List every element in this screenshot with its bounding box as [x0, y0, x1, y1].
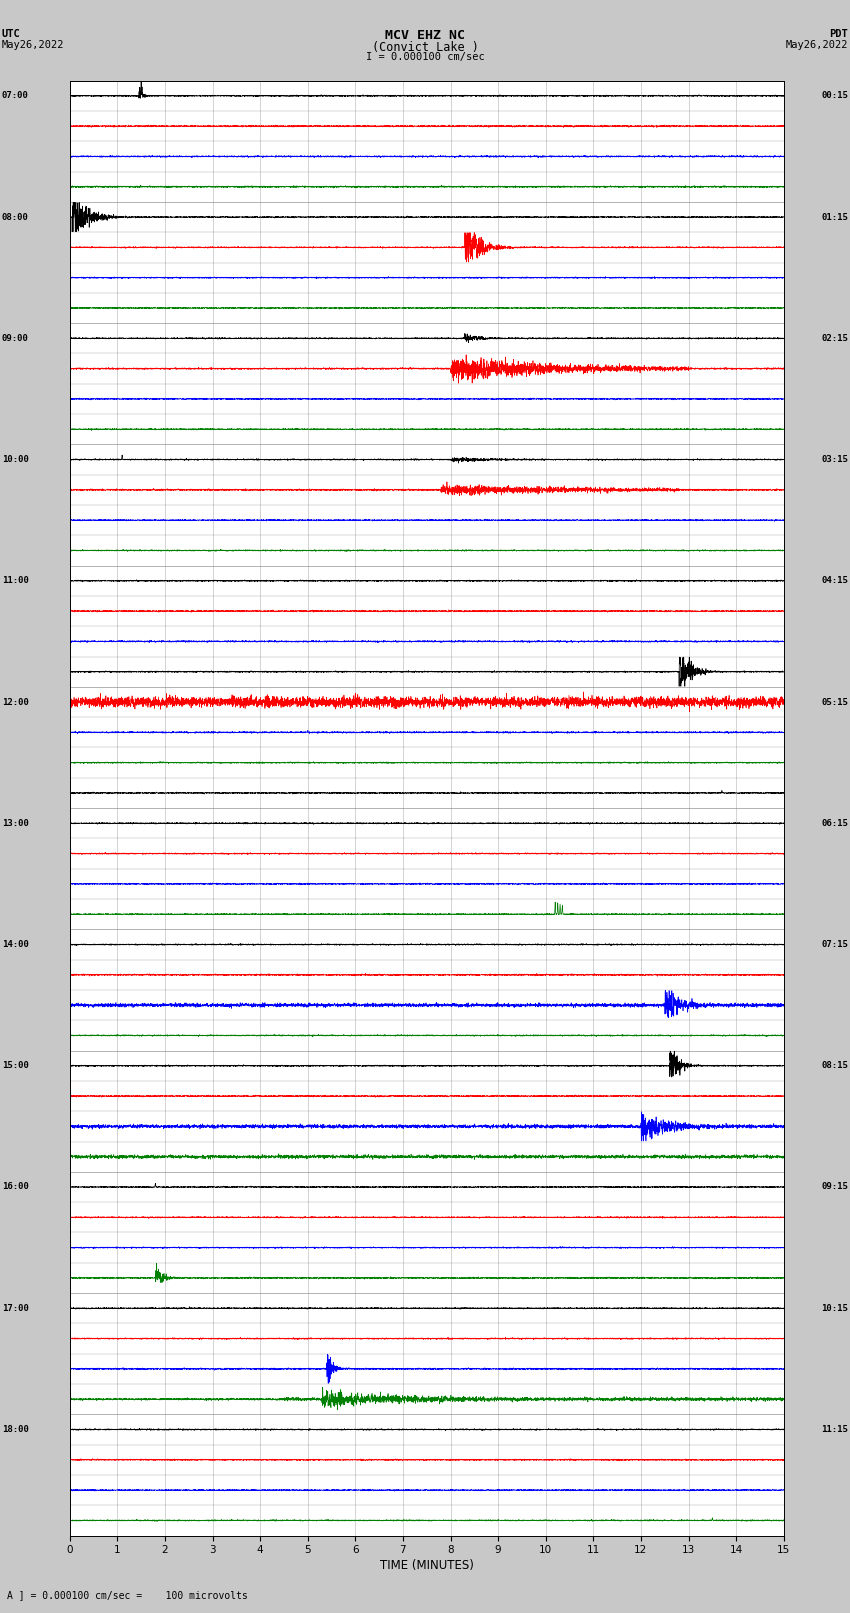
- Text: 03:15: 03:15: [821, 455, 848, 465]
- Text: I = 0.000100 cm/sec: I = 0.000100 cm/sec: [366, 52, 484, 63]
- Text: 09:00: 09:00: [2, 334, 29, 344]
- Text: 15:00: 15:00: [2, 1061, 29, 1071]
- Text: May26,2022: May26,2022: [2, 39, 65, 50]
- Text: 12:00: 12:00: [2, 697, 29, 706]
- Text: MCV EHZ NC: MCV EHZ NC: [385, 29, 465, 42]
- Text: (Convict Lake ): (Convict Lake ): [371, 40, 479, 55]
- Text: 02:15: 02:15: [821, 334, 848, 344]
- Text: 16:00: 16:00: [2, 1182, 29, 1192]
- Text: 14:00: 14:00: [2, 940, 29, 948]
- Text: 10:15: 10:15: [821, 1303, 848, 1313]
- Text: PDT: PDT: [830, 29, 848, 39]
- Text: 05:15: 05:15: [821, 697, 848, 706]
- Text: 11:00: 11:00: [2, 576, 29, 586]
- Text: 10:00: 10:00: [2, 455, 29, 465]
- X-axis label: TIME (MINUTES): TIME (MINUTES): [380, 1560, 473, 1573]
- Text: A ] = 0.000100 cm/sec =    100 microvolts: A ] = 0.000100 cm/sec = 100 microvolts: [7, 1590, 247, 1600]
- Text: 09:15: 09:15: [821, 1182, 848, 1192]
- Text: 07:15: 07:15: [821, 940, 848, 948]
- Text: 17:00: 17:00: [2, 1303, 29, 1313]
- Text: 07:00: 07:00: [2, 92, 29, 100]
- Text: 13:00: 13:00: [2, 819, 29, 827]
- Text: 18:00: 18:00: [2, 1424, 29, 1434]
- Text: 04:15: 04:15: [821, 576, 848, 586]
- Text: 08:15: 08:15: [821, 1061, 848, 1071]
- Text: 06:15: 06:15: [821, 819, 848, 827]
- Text: 01:15: 01:15: [821, 213, 848, 221]
- Text: 11:15: 11:15: [821, 1424, 848, 1434]
- Text: 08:00: 08:00: [2, 213, 29, 221]
- Text: 00:15: 00:15: [821, 92, 848, 100]
- Text: UTC: UTC: [2, 29, 20, 39]
- Text: May26,2022: May26,2022: [785, 39, 848, 50]
